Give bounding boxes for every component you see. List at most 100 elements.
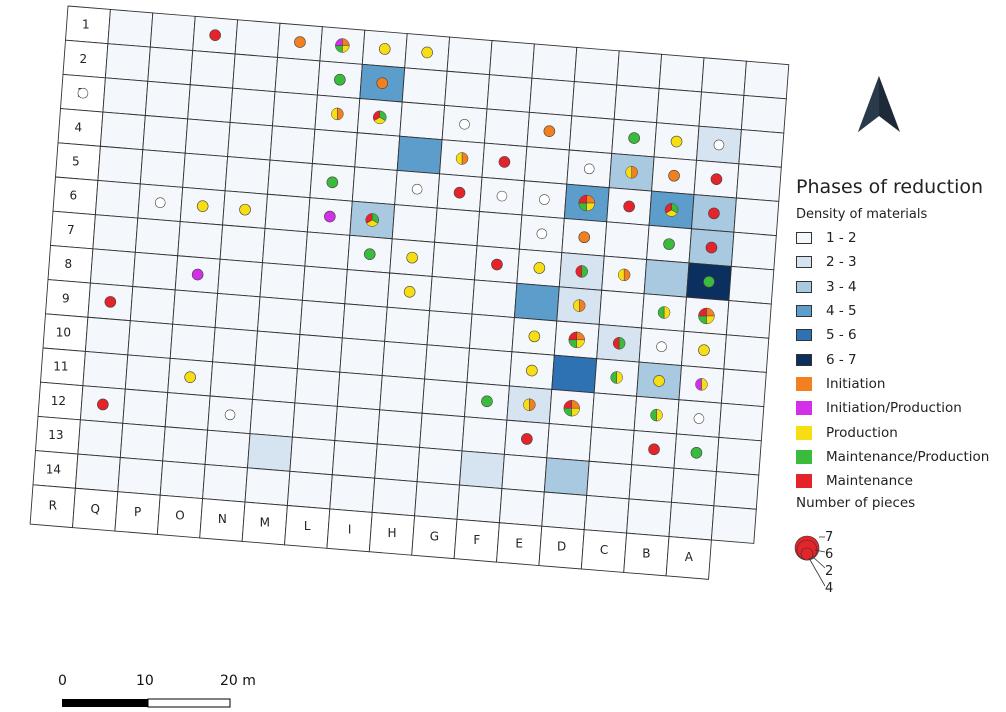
grid-cell — [421, 378, 468, 418]
reduction-symbol — [539, 194, 550, 205]
legend: Phases of reduction Density of materials… — [796, 176, 1004, 511]
reduction-symbol — [578, 231, 591, 244]
pieces-title: Number of pieces — [796, 495, 916, 512]
density-title: Density of materials — [796, 207, 928, 222]
grid-cell — [444, 70, 490, 110]
grid-cell — [204, 429, 251, 469]
grid-cell — [588, 426, 635, 466]
grid-cell — [289, 436, 336, 476]
column-label: C — [600, 543, 608, 557]
density-legend-item: 2 - 3 — [796, 250, 1004, 274]
density-label: 1 - 2 — [826, 230, 857, 247]
reduction-symbol — [563, 399, 581, 417]
grid-cell — [291, 402, 338, 442]
density-legend-item: 1 - 2 — [796, 226, 1004, 250]
row-label: 7 — [67, 223, 75, 237]
grid-cell — [107, 8, 154, 48]
grid-cell — [743, 60, 790, 100]
grid-cell — [139, 149, 186, 188]
grid-cell — [177, 221, 224, 260]
grid-cell — [92, 214, 139, 253]
reduction-symbol — [628, 132, 640, 144]
column-label: G — [430, 529, 439, 543]
reduction-symbol — [498, 156, 511, 168]
reduction-symbol — [623, 200, 635, 213]
grid-cell — [184, 118, 231, 158]
grid-cell — [501, 453, 548, 493]
phase-legend-item: Maintenance — [796, 469, 1004, 493]
density-swatch — [796, 353, 812, 366]
grid-cell — [329, 474, 376, 513]
grid-cell — [129, 286, 176, 325]
grid-cell — [399, 101, 446, 141]
density-label: 6 - 7 — [826, 351, 857, 368]
reduction-symbol — [403, 286, 416, 298]
grid-cell — [543, 457, 590, 496]
column-label: Q — [90, 502, 99, 516]
grid-cell — [471, 279, 518, 319]
grid-cell — [212, 327, 258, 366]
reduction-symbol — [239, 203, 251, 216]
density-label: 3 - 4 — [826, 278, 857, 295]
reduction-symbol — [578, 194, 596, 212]
grid-cell — [710, 505, 757, 544]
grid-cell — [74, 453, 121, 493]
grid-cell — [531, 43, 578, 83]
grid-cell — [149, 12, 196, 52]
grid-cell — [234, 19, 281, 58]
column-label: R — [49, 498, 57, 512]
grid-cell — [264, 193, 311, 233]
grid-cell — [336, 371, 383, 411]
reduction-symbol — [331, 107, 344, 121]
grid-cell — [334, 405, 381, 445]
reduction-symbol — [703, 275, 715, 288]
grid-cell — [269, 125, 316, 164]
column-label: O — [175, 509, 184, 523]
phase-legend-item: Maintenance/Production — [796, 445, 1004, 469]
grid-cell — [391, 204, 438, 243]
grid-cell — [214, 292, 261, 332]
reduction-symbol — [612, 337, 626, 350]
grid-cell — [144, 80, 191, 120]
grid-cell — [513, 282, 560, 322]
phase-legend: Initiation Initiation/Production Productio… — [796, 372, 1004, 493]
column-label: M — [260, 516, 270, 530]
grid-cell — [232, 53, 278, 93]
grid-cell — [344, 269, 391, 308]
reduction-symbol — [373, 110, 387, 125]
grid-cell — [541, 491, 588, 531]
grid-cell — [257, 296, 303, 335]
grid-cell — [227, 121, 273, 161]
grid-cell — [244, 467, 291, 506]
grid-cell — [209, 361, 256, 400]
grid-cell — [254, 330, 301, 370]
reduction-symbol — [184, 371, 196, 383]
reduction-symbol — [326, 176, 339, 189]
grid-cell — [429, 275, 475, 315]
reduction-symbol — [648, 443, 660, 456]
reduction-symbol — [690, 446, 703, 459]
reduction-symbol — [543, 125, 556, 137]
reduction-symbol — [663, 238, 675, 250]
north-arrow-icon — [856, 76, 902, 138]
reduction-symbol — [698, 344, 710, 356]
reduction-symbol — [334, 73, 346, 86]
grid-cell — [104, 43, 151, 82]
grid-cell — [401, 67, 448, 106]
grid-cell — [122, 388, 169, 428]
grid-cell — [94, 179, 141, 219]
reduction-symbol — [459, 118, 470, 130]
reduction-symbol — [568, 331, 586, 349]
grid-cell — [738, 129, 785, 168]
grid-cell — [551, 354, 598, 394]
density-legend: 1 - 2 2 - 3 3 - 4 4 - 5 5 - 6 6 - 7 — [796, 226, 1004, 372]
grid-cell — [274, 56, 321, 96]
grid-cell — [224, 156, 271, 195]
reduction-symbol — [698, 307, 715, 325]
grid-cell — [658, 53, 705, 93]
reduction-symbol — [453, 186, 466, 199]
reduction-symbol — [583, 163, 595, 175]
grid-cell — [379, 375, 426, 414]
reduction-symbol — [191, 268, 204, 281]
grid-cell — [267, 159, 313, 199]
